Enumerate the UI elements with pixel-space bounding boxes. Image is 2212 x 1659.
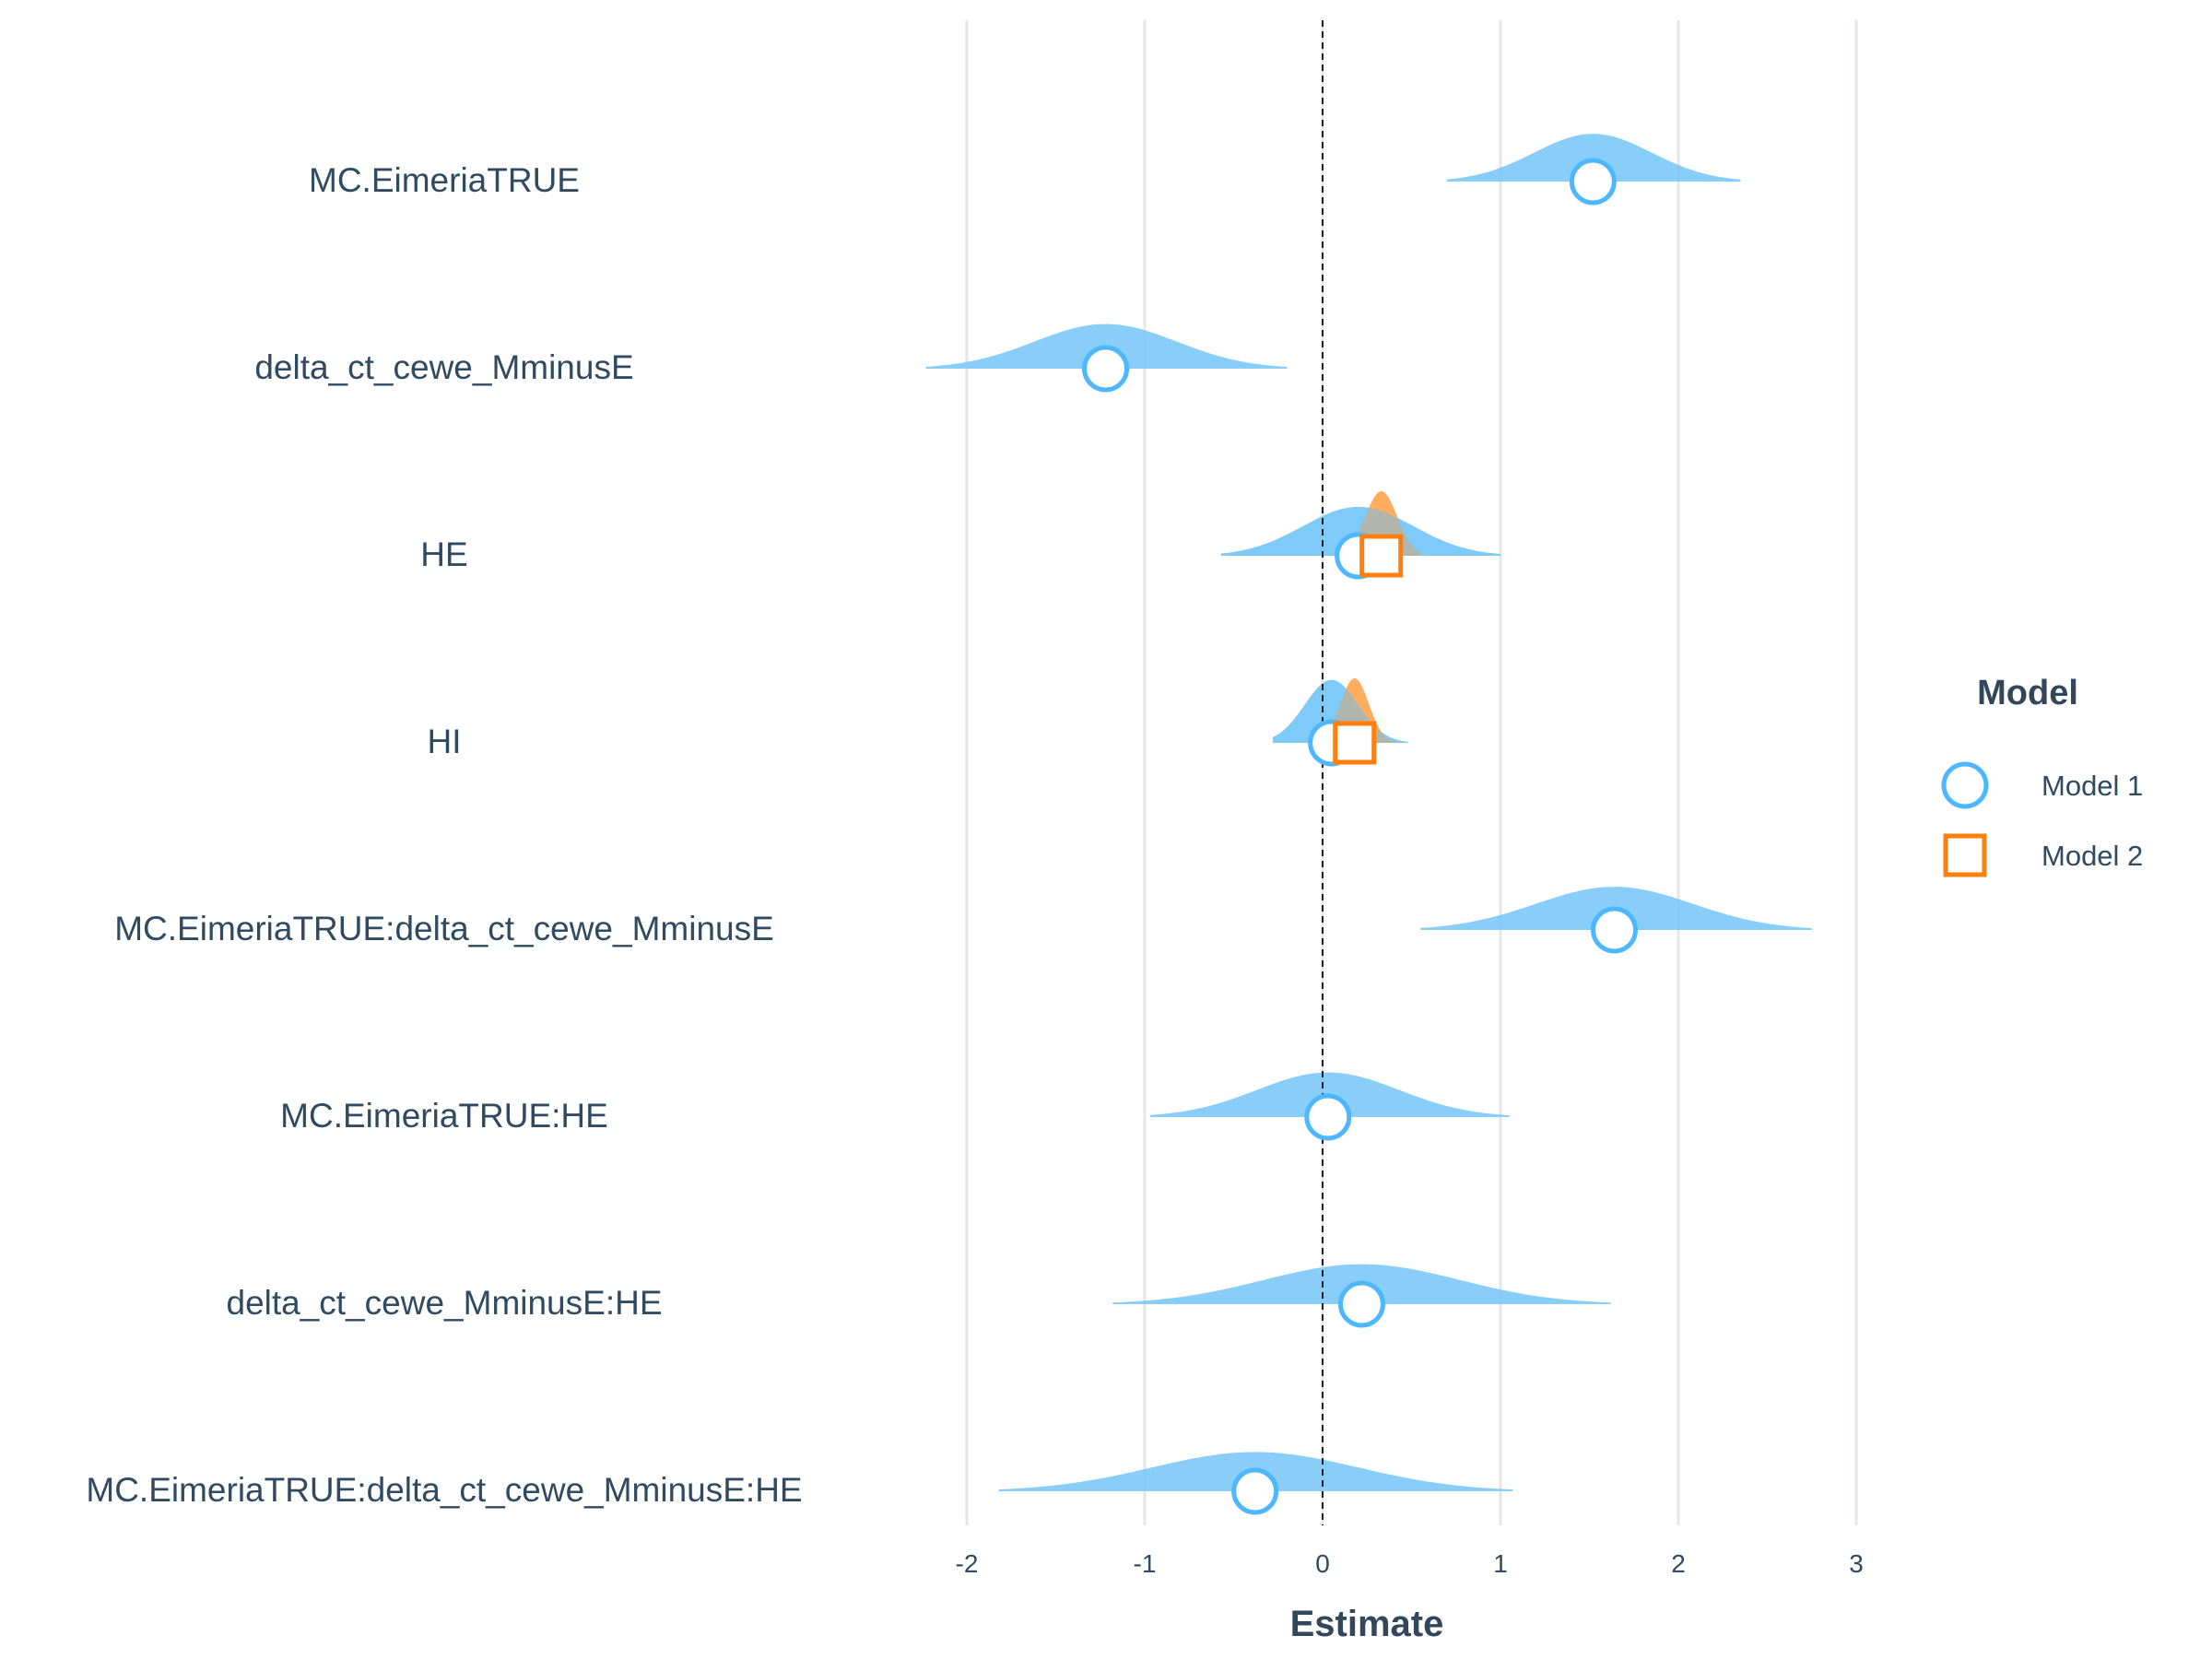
x-tick-label: 1	[1493, 1549, 1508, 1578]
x-axis-ticks: -2 -1 0 1 2 3	[956, 1549, 1864, 1578]
term-label: MC.EimeriaTRUE:delta_ct_cewe_MminusE:HE	[86, 1471, 802, 1509]
x-tick-label: 3	[1849, 1549, 1864, 1578]
term-label: MC.EimeriaTRUE:HE	[280, 1097, 608, 1135]
term-label: MC.EimeriaTRUE	[309, 161, 580, 199]
estimate-point-model-1	[1569, 158, 1617, 206]
estimate-point-model-1	[1337, 1280, 1385, 1328]
x-tick-label: -1	[1134, 1549, 1157, 1578]
legend: Model Model 1 Model 2	[1941, 674, 2143, 877]
estimate-point-model-1	[1082, 345, 1130, 393]
estimate-point-model-2	[1359, 534, 1404, 578]
density-model-1-overlay	[1220, 507, 1500, 556]
density-model-1	[1447, 134, 1741, 182]
x-axis-title: Estimate	[1290, 1604, 1444, 1644]
term-labels: MC.EimeriaTRUE delta_ct_cewe_MminusE HE HI M…	[86, 161, 802, 1509]
x-tick-label: 2	[1671, 1549, 1686, 1578]
term-label: HE	[420, 535, 467, 573]
term-label: MC.EimeriaTRUE:delta_ct_cewe_MminusE	[114, 910, 774, 947]
term-label: HI	[428, 723, 462, 760]
estimate-point-model-2	[1333, 721, 1377, 765]
x-tick-label: -2	[956, 1549, 979, 1578]
term-label: delta_ct_cewe_MminusE:HE	[227, 1284, 663, 1322]
estimate-point-model-1	[1231, 1467, 1279, 1515]
estimate-point-model-1	[1591, 906, 1639, 954]
legend-key-model-1	[1941, 761, 1989, 809]
point-estimates	[1082, 158, 1639, 1515]
legend-title: Model	[1977, 674, 2078, 712]
term-label: delta_ct_cewe_MminusE	[254, 348, 633, 386]
legend-label: Model 1	[2041, 770, 2143, 802]
x-tick-label: 0	[1315, 1549, 1330, 1578]
estimate-point-model-1	[1304, 1093, 1352, 1141]
legend-key-model-2	[1943, 833, 1987, 877]
legend-label: Model 2	[2041, 840, 2143, 872]
